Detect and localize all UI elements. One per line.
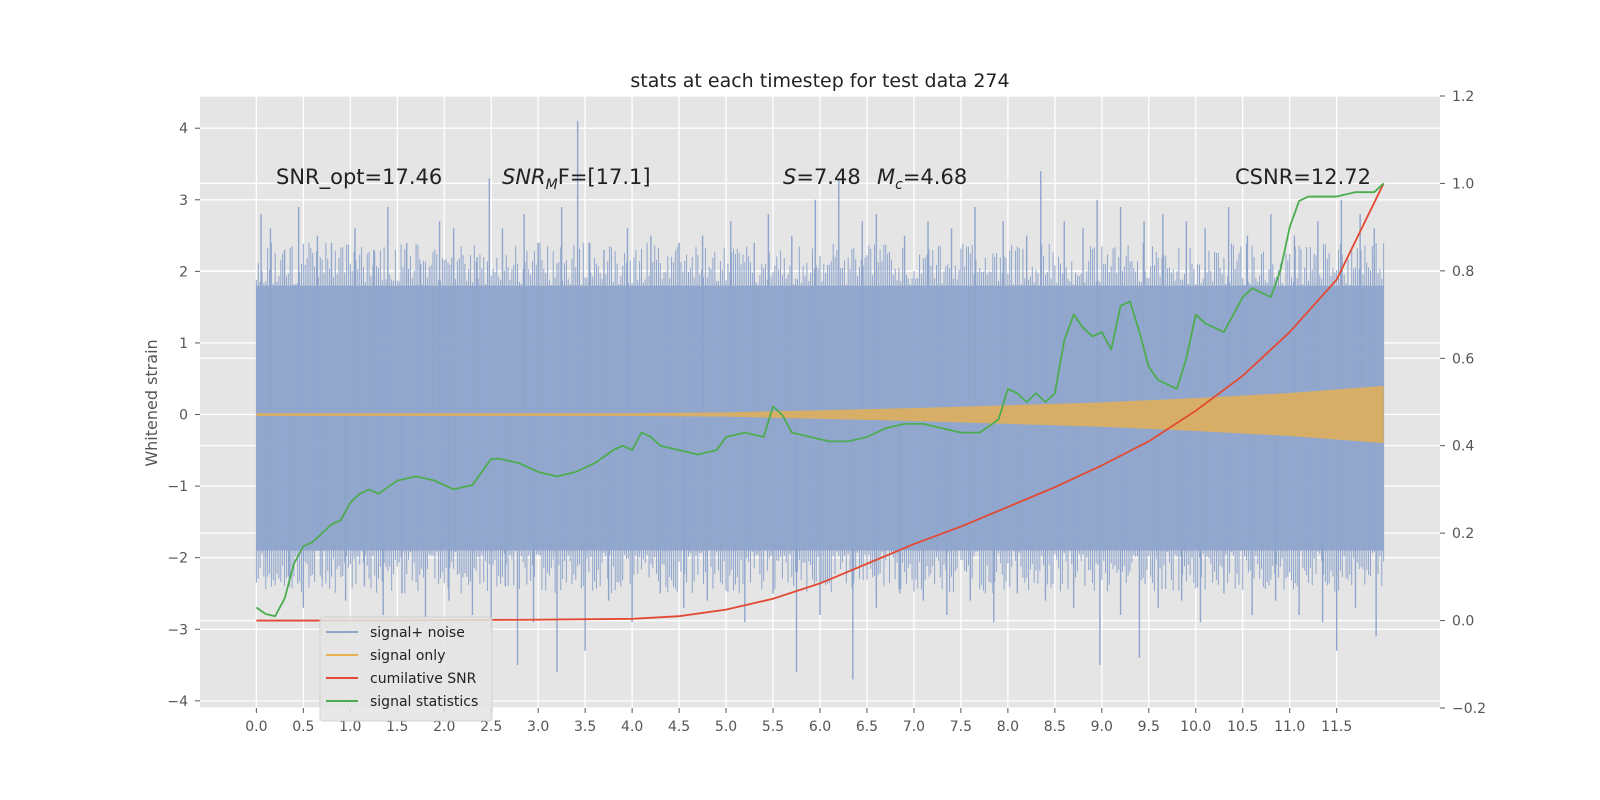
y-tick-label: 3 xyxy=(179,193,188,209)
x-tick-label: 0.5 xyxy=(292,719,314,735)
x-tick-label: 9.5 xyxy=(1138,719,1160,735)
y-tick-label: 1 xyxy=(179,336,188,352)
series-signal-only xyxy=(256,385,1384,444)
x-tick-label: 5.0 xyxy=(715,719,737,735)
x-tick-label: 1.0 xyxy=(339,719,361,735)
x-tick-label: 3.0 xyxy=(527,719,549,735)
x-tick-label: 3.5 xyxy=(574,719,596,735)
y-axis-label: Whitened strain xyxy=(142,339,161,466)
legend-label: signal only xyxy=(370,648,445,664)
x-tick-label: 10.5 xyxy=(1227,719,1258,735)
series-cumulative-snr xyxy=(256,183,1385,622)
x-tick-label: 6.0 xyxy=(809,719,831,735)
y-tick-label: −4 xyxy=(167,694,188,710)
annotation-s: S=7.48 xyxy=(783,165,861,189)
x-tick-label: 11.0 xyxy=(1274,719,1305,735)
legend-label: cumilative SNR xyxy=(370,671,477,687)
y-tick-label: 2 xyxy=(179,264,188,280)
legend-box xyxy=(319,616,493,722)
y2-tick-label: −0.2 xyxy=(1452,701,1486,717)
legend: signal+ noise signal only cumilative SNR si… xyxy=(319,616,493,722)
x-tick-label: 10.0 xyxy=(1180,719,1211,735)
x-tick-label: 4.0 xyxy=(621,719,643,735)
axes-ticks: 0.0 0.5 1.0 1.5 2.0 2.5 3.0 3.5 4.0 4.5 5.0 5.5 6.0 6… xyxy=(167,89,1486,735)
x-tick-label: 1.5 xyxy=(386,719,408,735)
x-tick-label: 7.5 xyxy=(950,719,972,735)
x-tick-label: 2.5 xyxy=(480,719,502,735)
y2-tick-label: 0.6 xyxy=(1452,351,1474,367)
x-tick-label: 6.5 xyxy=(856,719,878,735)
x-tick-label: 2.0 xyxy=(433,719,455,735)
y2-tick-label: 0.4 xyxy=(1452,439,1474,455)
y-tick-label: −2 xyxy=(167,551,188,567)
y2-tick-label: 1.2 xyxy=(1452,89,1474,105)
x-tick-label: 8.0 xyxy=(997,719,1019,735)
legend-label: signal statistics xyxy=(370,694,478,710)
annotation-snr-mf: SNRMF=[17.1] xyxy=(502,165,651,193)
y-tick-label: −1 xyxy=(167,479,188,495)
annotation-mc: Mc=4.68 xyxy=(877,165,967,193)
x-tick-label: 11.5 xyxy=(1321,719,1352,735)
y-tick-label: −3 xyxy=(167,622,188,638)
annotation-csnr: CSNR=12.72 xyxy=(1235,165,1371,189)
x-tick-label: 9.0 xyxy=(1091,719,1113,735)
plot-content xyxy=(255,121,1385,680)
y-tick-label: 4 xyxy=(179,121,188,137)
x-tick-label: 4.5 xyxy=(668,719,690,735)
y2-tick-label: 1.0 xyxy=(1452,176,1474,192)
annotation-snr-opt: SNR_opt=17.46 xyxy=(276,165,442,190)
x-tick-label: 7.0 xyxy=(903,719,925,735)
x-tick-label: 5.5 xyxy=(762,719,784,735)
series-signal-statistics xyxy=(255,182,1385,618)
x-tick-label: 0.0 xyxy=(245,719,267,735)
x-tick-label: 8.5 xyxy=(1044,719,1066,735)
y2-tick-label: 0.2 xyxy=(1452,526,1474,542)
chart-title: stats at each timestep for test data 274 xyxy=(630,70,1009,92)
y2-tick-label: 0.0 xyxy=(1452,614,1474,630)
y-tick-label: 0 xyxy=(179,408,188,424)
legend-label: signal+ noise xyxy=(370,625,465,641)
y2-tick-label: 0.8 xyxy=(1452,264,1474,280)
